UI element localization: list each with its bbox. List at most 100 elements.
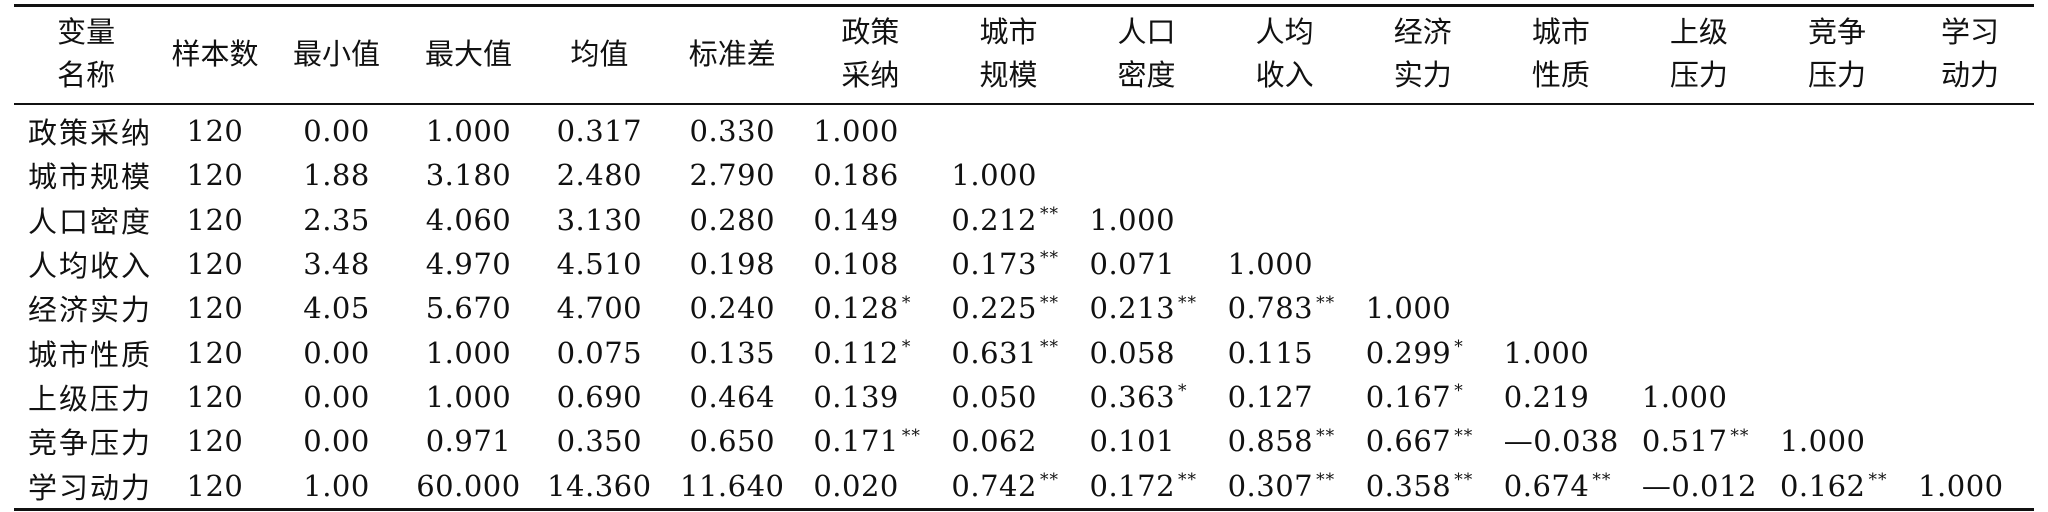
correlation-value: 0.307 (1227, 468, 1314, 503)
column-header-line1: 人口 (1117, 15, 1176, 49)
correlation-value: 0.858 (1227, 424, 1314, 459)
correlation-value: 0.667 (1365, 424, 1452, 459)
correlation-cell: 0.299 * (1354, 330, 1492, 374)
stat-cell-max: 3.180 (425, 158, 512, 193)
stat-cell-n: 120 (186, 114, 244, 149)
column-header-line1: 政策 (841, 15, 900, 49)
correlation-value: 0.020 (813, 468, 899, 503)
correlation-value: 0.173 (951, 247, 1037, 282)
column-header-line2: 收入 (1255, 58, 1314, 92)
table-row: 学习动力 120 1.00 60.000 14.360 11.640 0.020 0.742 *… (14, 463, 2034, 510)
correlation-cell: 1.000 (1492, 330, 1630, 374)
column-header-line1: 经济 (1393, 15, 1452, 49)
column-header-line2: 采纳 (841, 58, 900, 92)
correlation-value: 0.101 (1089, 424, 1176, 459)
stat-cell-n: 120 (186, 379, 244, 414)
column-header: 学习 动力 (1906, 6, 2034, 105)
correlation-cell (1078, 104, 1216, 153)
correlation-value: 0.062 (951, 424, 1037, 459)
table-header: 变量 名称 样本数 最小值 最大值 均值 标准差 政策 采纳 城市 规模 人口 密度 人均 收入 经济 实力 城市… (14, 5, 2034, 105)
correlation-cell: 0.062 (939, 419, 1077, 463)
stat-cell-n: 120 (186, 247, 244, 282)
stat-cell-mean: 4.510 (556, 247, 643, 282)
correlation-cell: 0.171 ** (801, 419, 939, 463)
column-header-line2: 性质 (1531, 58, 1590, 92)
correlation-cell (1768, 104, 1906, 153)
correlation-value: 1.000 (1641, 379, 1728, 414)
stat-cell-mean: 4.700 (556, 291, 643, 326)
row-variable-name: 竞争压力 (28, 426, 153, 461)
column-header-line1: 上级 (1669, 15, 1728, 49)
correlation-value: 0.128 (813, 291, 899, 326)
correlation-cell: 1.000 (1768, 419, 1906, 463)
stat-cell-max: 0.971 (425, 424, 512, 459)
stat-cell-max: 4.060 (425, 202, 512, 237)
column-header: 竞争 压力 (1768, 6, 1906, 105)
correlation-cell (1906, 330, 2034, 374)
column-header-line1: 均值 (570, 36, 629, 71)
correlation-value: 0.172 (1089, 468, 1176, 503)
table-body: 政策采纳 120 0.00 1.000 0.317 0.330 1.000 城市规模 120 1.… (14, 104, 2034, 510)
correlation-cell: 0.162 ** (1768, 463, 1906, 509)
stat-cell-min: 0.00 (303, 379, 370, 414)
column-header: 变量 名称 (14, 6, 158, 105)
correlation-cell: 0.071 (1078, 242, 1216, 286)
correlation-cell: 0.631 ** (939, 330, 1077, 374)
column-header: 城市 性质 (1492, 6, 1630, 105)
table-row: 人口密度 120 2.35 4.060 3.130 0.280 0.149 0.212 ** 1.… (14, 198, 2034, 242)
table-row: 竞争压力 120 0.00 0.971 0.350 0.650 0.171 ** 0.062 0.… (14, 419, 2034, 463)
correlation-cell: 0.358 ** (1354, 463, 1492, 509)
stat-cell-sd: 0.280 (689, 202, 776, 237)
stat-cell-n: 120 (186, 335, 244, 370)
row-variable-name: 城市性质 (28, 337, 153, 372)
column-header-line1: 样本数 (171, 36, 259, 71)
correlation-cell (1216, 153, 1354, 197)
column-header: 标准差 (663, 6, 801, 105)
correlation-cell: 0.127 (1216, 375, 1354, 419)
correlation-value: 0.108 (813, 247, 899, 282)
correlation-cell (1630, 104, 1768, 153)
correlation-cell: 0.020 (801, 463, 939, 509)
row-variable-name: 人口密度 (28, 204, 153, 239)
correlation-cell: 1.000 (1354, 286, 1492, 330)
column-header: 均值 (535, 6, 663, 105)
significance-mark: ** (1316, 469, 1336, 490)
correlation-cell (1492, 198, 1630, 242)
correlation-value: 0.517 (1641, 424, 1728, 459)
correlation-cell: 0.050 (939, 375, 1077, 419)
stat-cell-max: 60.000 (416, 468, 521, 503)
correlation-value: —0.038 (1503, 424, 1619, 459)
correlation-cell: 0.225 ** (939, 286, 1077, 330)
correlation-table: 变量 名称 样本数 最小值 最大值 均值 标准差 政策 采纳 城市 规模 人口 密度 人均 收入 经济 实力 城市… (14, 4, 2034, 511)
stat-cell-min: 1.00 (303, 468, 370, 503)
correlation-cell (1906, 242, 2034, 286)
correlation-cell: 0.858 ** (1216, 419, 1354, 463)
correlation-cell (1768, 242, 1906, 286)
column-header-line1: 变量 (57, 15, 116, 49)
correlation-cell: 0.172 ** (1078, 463, 1216, 509)
significance-mark: * (1454, 336, 1464, 357)
stat-cell-min: 3.48 (303, 247, 370, 282)
column-header: 人均 收入 (1216, 6, 1354, 105)
correlation-cell (1906, 153, 2034, 197)
stat-cell-mean: 0.350 (556, 424, 643, 459)
stat-cell-n: 120 (186, 468, 244, 503)
significance-mark: ** (1039, 248, 1059, 269)
correlation-value: 0.213 (1089, 291, 1176, 326)
correlation-cell (1354, 104, 1492, 153)
significance-mark: ** (1178, 469, 1198, 490)
correlation-cell: 0.139 (801, 375, 939, 419)
column-header: 最小值 (272, 6, 402, 105)
correlation-cell: 0.108 (801, 242, 939, 286)
column-header: 政策 采纳 (801, 6, 939, 105)
correlation-cell: 0.101 (1078, 419, 1216, 463)
correlation-cell: 0.128 * (801, 286, 939, 330)
stat-cell-n: 120 (186, 202, 244, 237)
correlation-cell (1216, 104, 1354, 153)
significance-mark: ** (1316, 425, 1336, 446)
stat-cell-sd: 0.198 (689, 247, 776, 282)
significance-mark: * (901, 336, 912, 357)
stat-cell-max: 5.670 (425, 291, 512, 326)
correlation-cell (1354, 153, 1492, 197)
correlation-value: 0.162 (1779, 468, 1866, 503)
